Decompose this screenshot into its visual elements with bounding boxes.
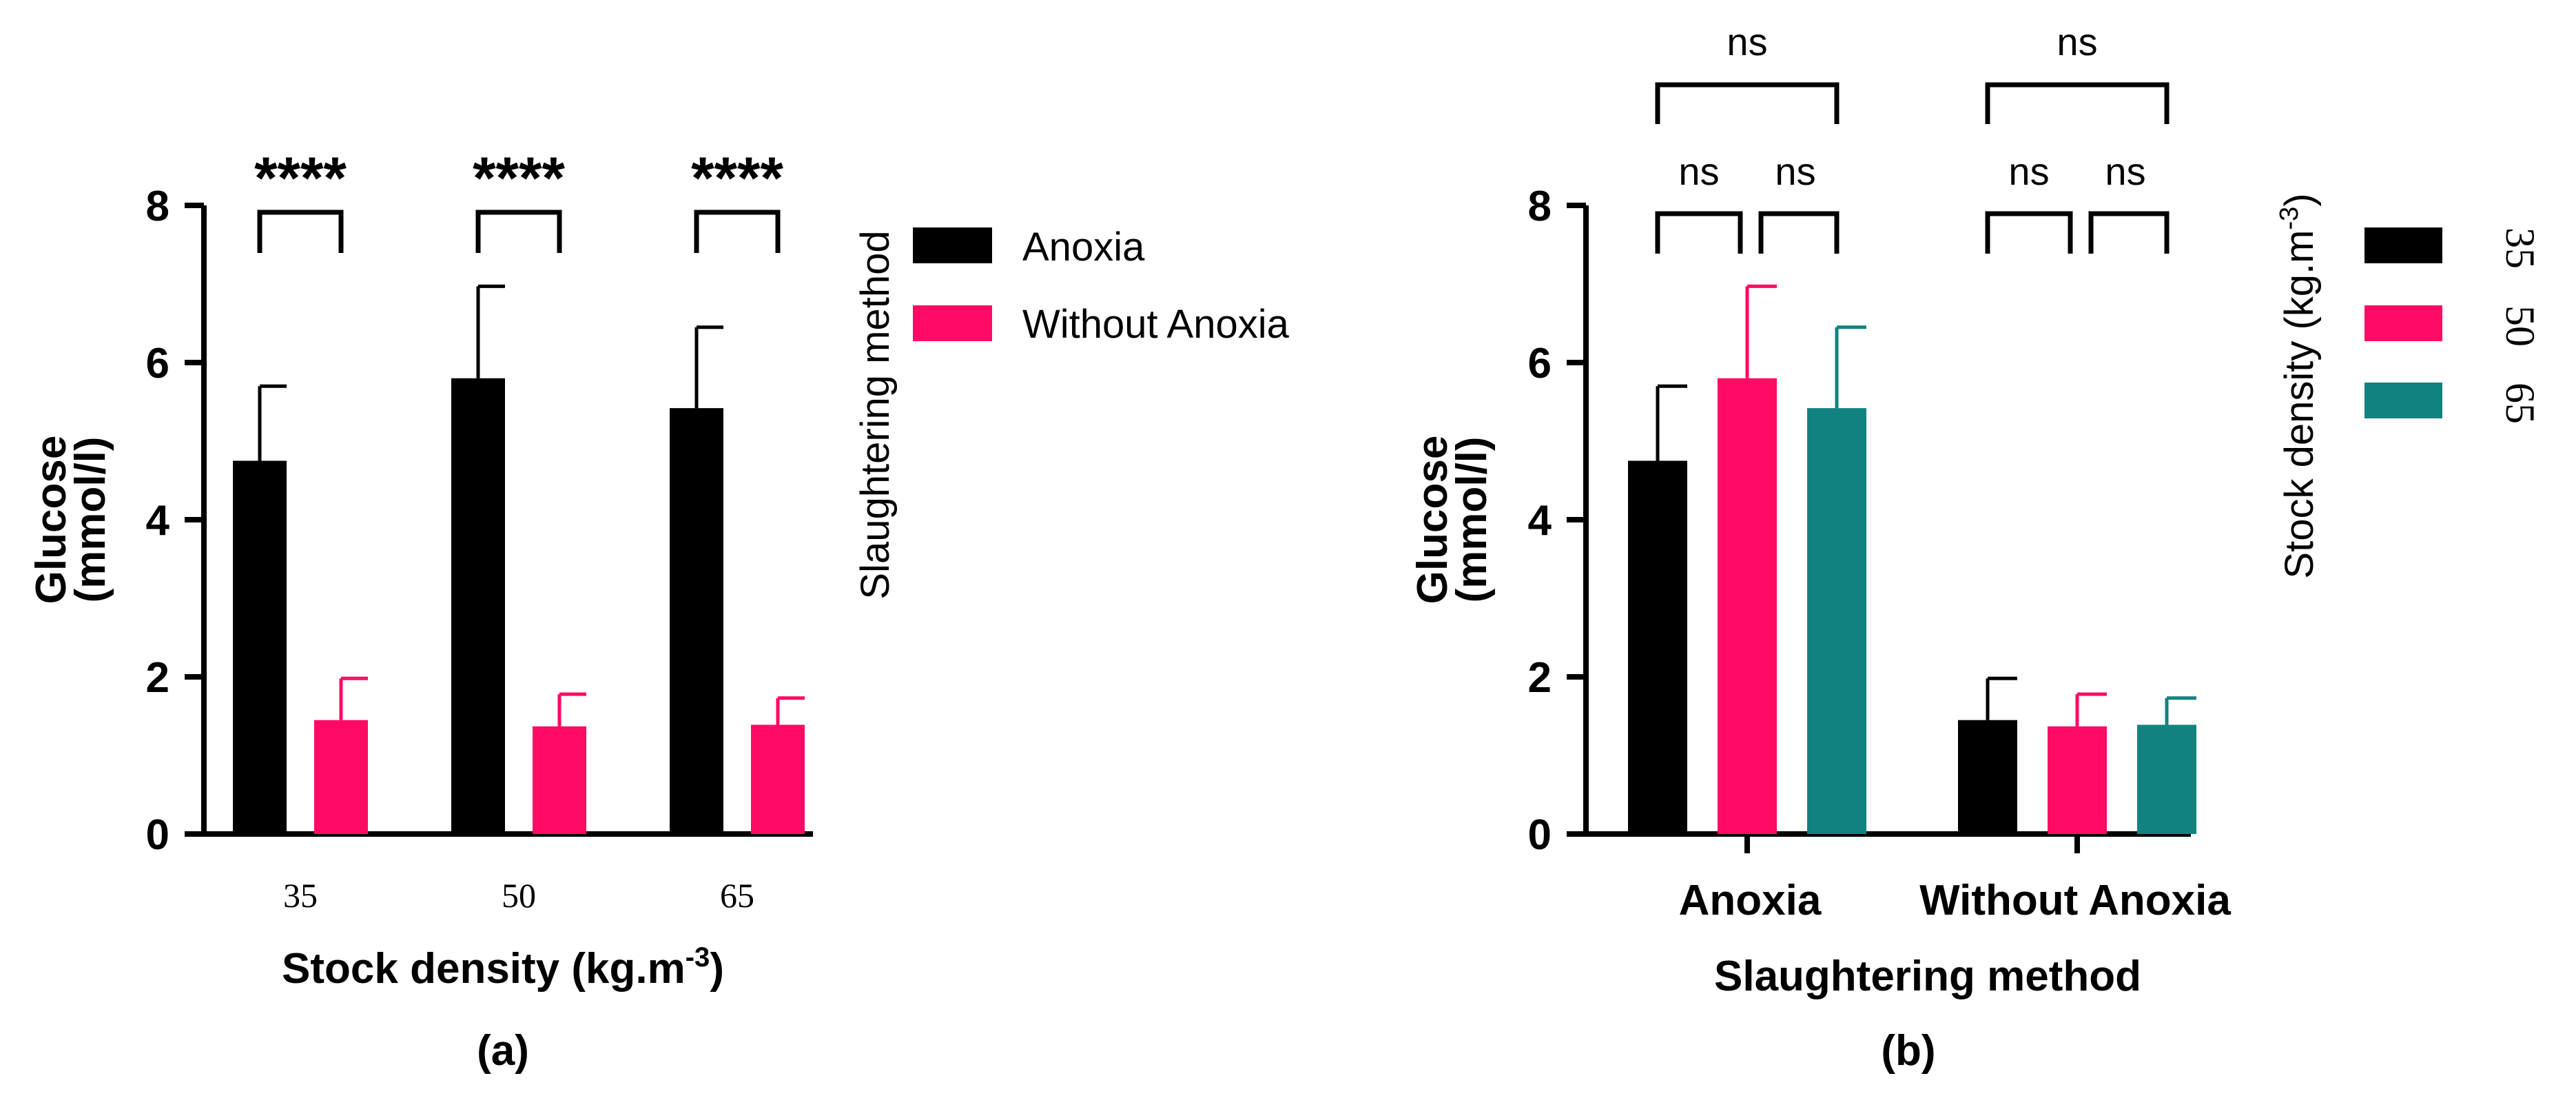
panel-b-label: (b) <box>1881 1027 1935 1075</box>
panel-b-density-65-bar <box>2137 724 2196 834</box>
panel-b-significance-bracket <box>1758 211 1840 254</box>
panel-a-y-ticks: 0 2 4 6 8 <box>146 183 204 859</box>
panel-b-density-65-bar <box>1807 408 1866 834</box>
panel-b-legend-entry-50: 50 <box>2497 305 2543 347</box>
panel-a-x-label: Stock density (kg.m-3) <box>282 942 724 993</box>
panel-a-without_anoxia-bar <box>533 726 586 834</box>
panel-b-outer-significance-label: ns <box>1727 20 1767 63</box>
panel-b-significance-bracket <box>1985 211 2073 254</box>
panel-a-significance-label: **** <box>691 145 783 212</box>
panel-b-significance-label: ns <box>2105 150 2145 193</box>
panel-b-y-tick-label: 8 <box>1528 183 1552 230</box>
panel-a-significance-label: **** <box>254 145 347 212</box>
panel-a-label: (a) <box>477 1027 529 1075</box>
panel-a-legend-swatch-without-anoxia <box>913 305 992 341</box>
panel-b-x-tick-anoxia: Anoxia <box>1679 877 1822 924</box>
panel-b-y-tick-label: 6 <box>1528 340 1552 387</box>
panel-a-y-tick-label: 6 <box>146 340 169 387</box>
panel-a-x-label-superscript: -3 <box>686 942 710 973</box>
panel-b-legend-entry-65: 65 <box>2497 383 2543 424</box>
panel-b-legend-title-main: Stock density (kg.m <box>2277 230 2322 579</box>
panel-a-anoxia-bar <box>233 460 287 834</box>
panel-b-bars <box>1628 378 2196 834</box>
panel-b-y-ticks: 0 2 4 6 8 <box>1528 183 1586 859</box>
panel-a-x-label-suffix: ) <box>710 945 724 993</box>
panel-b-significance: ns ns ns ns ns ns <box>1655 20 2170 254</box>
panel-b-outer-significance-bracket <box>1985 82 2170 124</box>
panel-b-outer-significance-bracket <box>1655 82 1840 124</box>
panel-a-y-tick-label: 2 <box>146 654 169 702</box>
panel-b-x-label: Slaughtering method <box>1714 953 2141 1000</box>
panel-b-outer-significance-label: ns <box>2057 20 2097 63</box>
panel-b-legend-swatch-35 <box>2364 227 2442 263</box>
panel-a-significance-bracket <box>475 210 562 253</box>
panel-a-significance-bracket <box>257 210 344 253</box>
panel-a-significance-bracket <box>694 210 781 253</box>
panel-b-y-tick-label: 0 <box>1528 811 1552 859</box>
panel-a-y-tick-label: 4 <box>146 497 170 545</box>
panel-b-legend-entry-35: 35 <box>2497 227 2543 269</box>
panel-b-density-35-bar <box>1628 460 1687 834</box>
panel-b-significance-label: ns <box>1775 150 1815 193</box>
panel-b-legend-title-suffix: ) <box>2277 193 2322 206</box>
panel-a-legend-entry-anoxia: Anoxia <box>1022 225 1145 270</box>
panel-a-x-tick-label: 35 <box>283 876 318 915</box>
panel-b-legend-title-superscript: -3 <box>2275 207 2304 230</box>
panel-b-significance-label: ns <box>1678 150 1719 193</box>
panel-a-y-tick-label: 8 <box>146 183 169 230</box>
panel-a-legend-entry-without-anoxia: Without Anoxia <box>1022 302 1290 347</box>
panel-b-legend-title: Stock density (kg.m-3) <box>2275 193 2322 578</box>
panel-a-without_anoxia-bar <box>314 720 368 834</box>
panel-a-chart: 0 2 4 6 8 **** **** **** Glucose (mmol/l) Stoc… <box>28 145 1290 1075</box>
panel-b-significance-bracket <box>2088 211 2170 254</box>
panel-b-error-bars <box>1656 284 2196 726</box>
panel-b-y-label-line1: Glucose <box>1409 436 1456 604</box>
panel-b-y-label-line2: (mmol/l) <box>1448 436 1496 602</box>
panel-a-x-tick-label: 50 <box>502 876 536 915</box>
panel-b-y-tick-label: 4 <box>1528 497 1552 545</box>
panel-b-significance-bracket <box>1655 211 1743 254</box>
panel-b-density-50-bar <box>2048 726 2107 834</box>
panel-b-y-tick-label: 2 <box>1528 654 1552 702</box>
panel-a-y-label-line2: (mmol/l) <box>67 436 114 602</box>
panel-b-x-tick-without-anoxia: Without Anoxia <box>1919 877 2231 924</box>
panel-b-legend-swatch-65 <box>2364 383 2442 418</box>
panel-b-chart: 0 2 4 6 8 ns ns ns ns ns ns Glucose (mmol/l) Anox… <box>1409 20 2543 1075</box>
panel-a-significance-label: **** <box>473 145 565 212</box>
panel-b-density-35-bar <box>1958 720 2017 834</box>
panel-a-x-tick-label: 65 <box>720 876 754 915</box>
panel-a-x-label-main: Stock density (kg.m <box>282 945 686 993</box>
panel-a-legend-swatch-anoxia <box>913 227 992 263</box>
panel-b-density-50-bar <box>1718 378 1777 834</box>
panel-a-y-tick-label: 0 <box>146 811 169 859</box>
panel-b-legend-swatch-50 <box>2364 305 2442 341</box>
panel-a-y-label-line1: Glucose <box>28 436 75 604</box>
panel-a-bars <box>233 378 805 834</box>
panel-a-error-bars <box>258 284 805 726</box>
panel-a-anoxia-bar <box>670 408 723 834</box>
panel-a-without_anoxia-bar <box>751 724 805 834</box>
panel-a-anoxia-bar <box>451 378 505 834</box>
panel-a-significance: **** **** **** <box>254 145 783 253</box>
panel-b-significance-label: ns <box>2008 150 2049 193</box>
panel-a-legend-title: Slaughtering method <box>853 230 898 599</box>
